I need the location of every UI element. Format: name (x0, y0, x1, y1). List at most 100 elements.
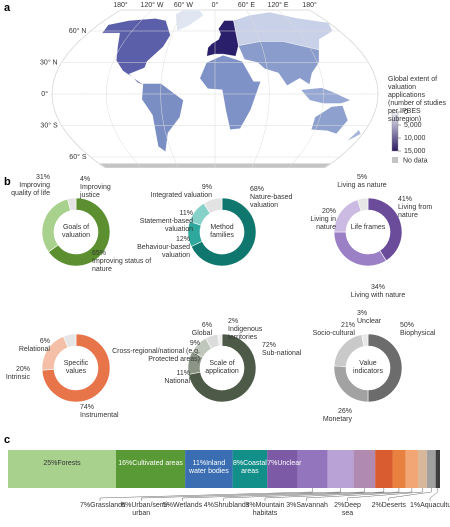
segment-name: Biophysical (400, 330, 436, 337)
segment-label: 4% Improving justice (80, 176, 130, 200)
segment-label: 74% Instrumental (80, 404, 140, 420)
donut-title-text: Method families (210, 224, 234, 239)
grid-line (277, 9, 324, 168)
donut-segment (48, 197, 111, 267)
segment-name: Improving justice (80, 184, 111, 199)
segment-percent: 11% (176, 370, 191, 377)
segment-name: Living as nature (337, 182, 387, 189)
segment-percent: 50% (400, 322, 415, 329)
y-tick-label: 60° N (69, 27, 87, 35)
segment-name: Unclear (357, 318, 382, 325)
segment-percent: 41% (398, 196, 413, 203)
segment-label: 72% Sub-national (262, 342, 312, 358)
donut-segment (333, 231, 387, 267)
segment-name: Indigenous territories (228, 326, 263, 341)
segment-percent: 65% (92, 250, 107, 257)
segment-name: Mountain habitats (252, 502, 285, 517)
y-tick-label: 0° (41, 90, 48, 98)
segment-label: 8%Coastal areas (233, 460, 268, 476)
segment-percent: 16% (118, 460, 133, 467)
segment-label: 6% Global (172, 322, 212, 338)
segment-percent: 20% (321, 208, 336, 215)
colorbar-tick-label: 5,000 (404, 122, 422, 129)
segment-label: 31% Improving quality of life (0, 174, 50, 198)
segment-label: 11%Inland water bodies (185, 460, 233, 476)
land-region (175, 10, 204, 32)
segment-percent: 2% (371, 502, 382, 509)
segment-label: 3% Unclear (357, 310, 397, 326)
segment-name: Sub-national (262, 350, 302, 357)
segment-percent: 7% (80, 502, 91, 509)
segment-percent: 6% (201, 322, 212, 329)
segment-name: Living with nature (350, 292, 406, 299)
leader-line (347, 488, 423, 501)
segment-percent: 1% (410, 502, 421, 509)
segment-name: Unclear (277, 460, 302, 467)
land-region (344, 129, 362, 143)
y-tick-label: 30° N (40, 58, 58, 66)
segment-percent: 4% (203, 502, 214, 509)
leader-line (306, 488, 413, 501)
segment-label: 5% Living as nature (327, 174, 397, 190)
land-region (101, 18, 171, 86)
segment-percent: 25% (43, 460, 58, 467)
segment-percent: 6% (121, 502, 132, 509)
x-tick-label: 60° E (238, 1, 256, 9)
donut-segment (217, 333, 223, 347)
donut-title-text: Life frames (350, 224, 386, 231)
bar-segment (375, 450, 393, 488)
bar-segment (8, 450, 116, 488)
donut-title: Specific values (54, 360, 98, 376)
segment-percent: 7% (267, 460, 278, 467)
segment-label: 2%Deep sea (328, 502, 368, 518)
segment-name: Savannah (296, 502, 328, 509)
segment-name: Socio-cultural (312, 330, 355, 337)
segment-name: Grasslands (90, 502, 126, 509)
segment-name: Improving quality of life (11, 182, 50, 197)
bar-segment (435, 450, 440, 488)
segment-label: 34% Living with nature (348, 284, 408, 300)
segment-label: 20% Intrinsic (0, 366, 30, 382)
segment-percent: 72% (262, 342, 277, 349)
segment-name: Living from nature (398, 204, 433, 219)
segment-name: Deserts (381, 502, 406, 509)
segment-percent: 74% (80, 404, 95, 411)
leader-line (388, 488, 432, 501)
bar-segment (232, 450, 268, 488)
segment-name: Urban/semi-urban (131, 502, 170, 517)
segment-label: 11% National (150, 370, 190, 386)
colorbar-title-text: Global extent of valuation applications … (388, 76, 446, 123)
donut-title-text: Value indicators (353, 360, 383, 375)
segment-percent: 12% (175, 236, 190, 243)
x-tick-label: 180° (113, 1, 128, 9)
y-tick-label: 30° S (40, 121, 58, 129)
segment-label: 6% Relational (5, 338, 50, 354)
land-region (206, 20, 239, 57)
segment-label: 3%Savannah (286, 502, 328, 510)
leader-line (99, 488, 313, 501)
segment-name: Behaviour-based valuation (137, 244, 190, 259)
segment-name: Relational (18, 346, 50, 353)
segment-label: 21% Socio-cultural (305, 322, 355, 338)
segment-label: 9% Integrated valuation (142, 184, 213, 200)
grid-line (246, 9, 270, 168)
segment-label: 41% Living from nature (398, 196, 448, 220)
segment-label: 2%Deserts (369, 502, 409, 510)
x-tick-label: 120° W (140, 1, 163, 9)
segment-label: 12% Behaviour-based valuation (130, 236, 190, 260)
segment-name: Improving status of nature (92, 258, 152, 273)
segment-label: 7%Grasslands (80, 502, 126, 510)
leader-line (182, 488, 365, 501)
grid-line (106, 9, 153, 168)
segment-name: Inland water bodies (189, 460, 229, 475)
segment-label: 7%Unclear (267, 460, 301, 468)
segment-percent: 31% (35, 174, 50, 181)
segment-percent: 2% (334, 502, 345, 509)
segment-name: Integrated valuation (150, 192, 213, 199)
segment-percent: 5% (356, 174, 368, 181)
bar-segment (327, 450, 354, 488)
segment-name: Nature-based valuation (250, 194, 293, 209)
segment-label: 20% Living in nature (296, 208, 336, 232)
